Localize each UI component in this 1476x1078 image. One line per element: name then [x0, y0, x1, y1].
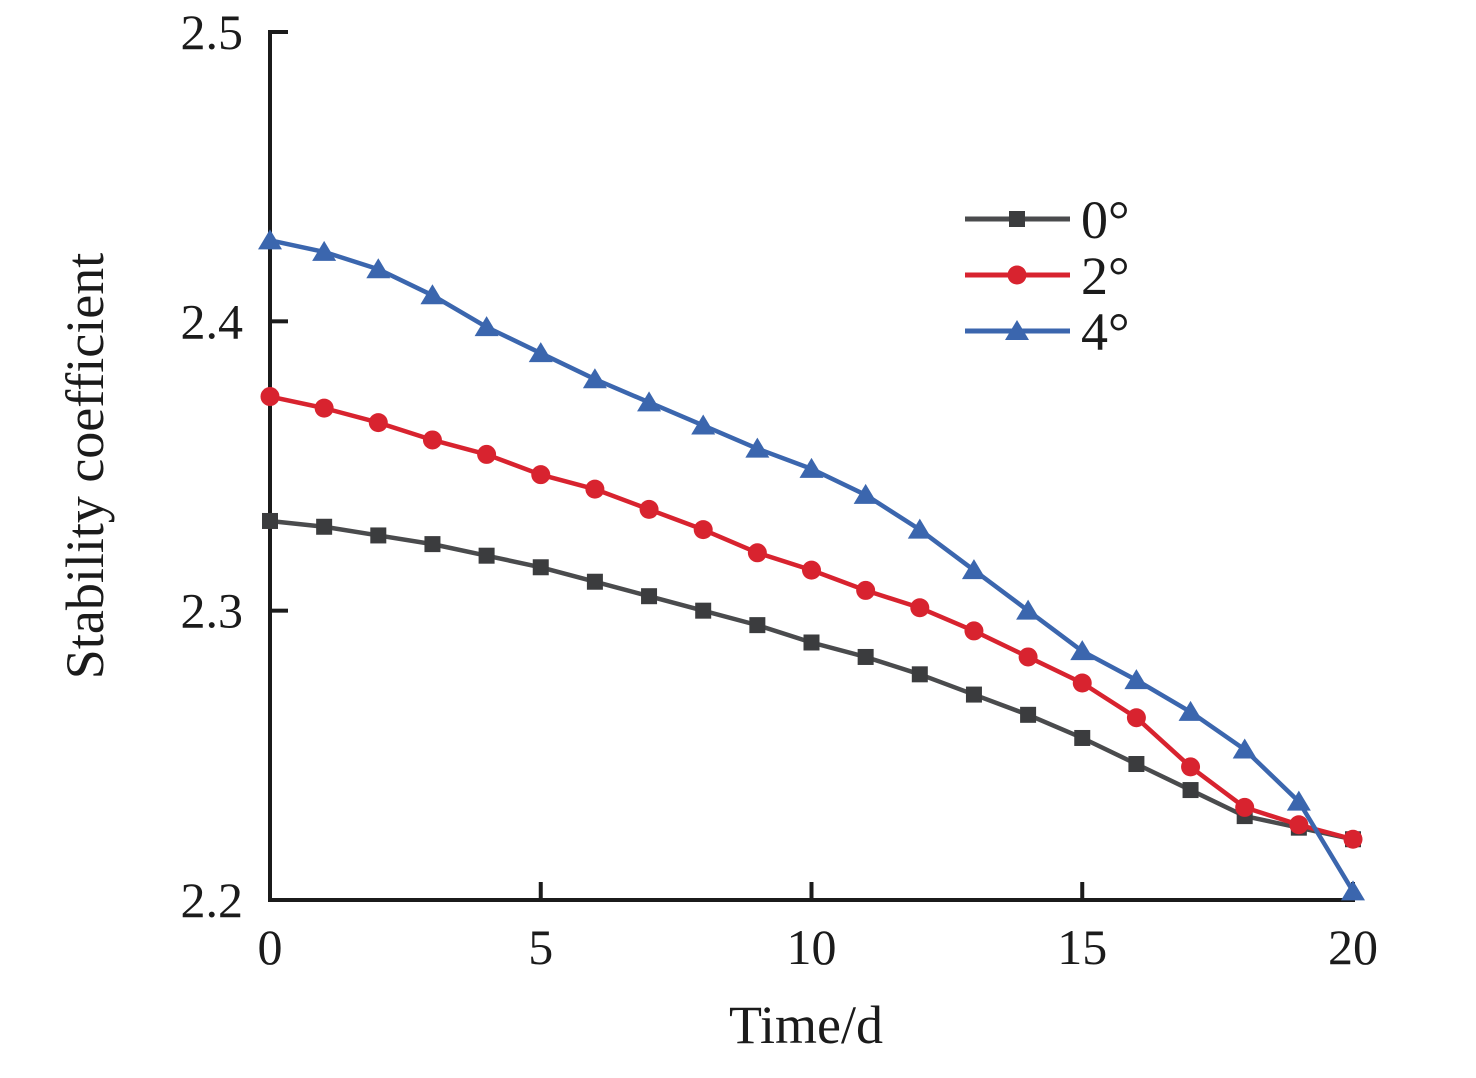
series-marker-0deg: [857, 648, 874, 665]
series-marker-4deg: [1232, 738, 1257, 759]
series-marker-0deg: [911, 666, 928, 683]
series-marker-4deg: [1178, 700, 1203, 721]
series-marker-0deg: [424, 536, 441, 553]
series-marker-4deg: [1341, 880, 1365, 901]
legend-label-0deg: 0°: [1081, 190, 1130, 250]
series-marker-2deg: [1018, 647, 1038, 667]
legend-label-4deg: 4°: [1081, 302, 1130, 362]
y-axis-title: Stability coefficient: [55, 253, 115, 679]
series-marker-4deg: [799, 457, 824, 478]
series-marker-2deg: [1072, 673, 1092, 693]
series-marker-0deg: [803, 634, 820, 651]
series-marker-0deg: [586, 573, 603, 590]
series-marker-2deg: [1343, 829, 1363, 849]
series-marker-4deg: [366, 258, 391, 279]
x-tick-label: 10: [787, 919, 837, 975]
series-marker-4deg: [1016, 599, 1041, 620]
legend: 0°2°4°: [965, 190, 1130, 362]
series-marker-0deg: [316, 518, 333, 535]
y-tick-label: 2.2: [181, 872, 244, 928]
series-marker-0deg: [478, 547, 495, 564]
y-tick-label: 2.3: [181, 583, 244, 639]
data-series: [258, 229, 1365, 901]
series-marker-2deg: [314, 398, 334, 418]
series-marker-4deg: [637, 391, 662, 412]
x-tick-label: 15: [1057, 919, 1107, 975]
series-marker-2deg: [368, 413, 388, 433]
series-marker-4deg: [474, 316, 499, 337]
series-marker-2deg: [477, 444, 497, 464]
series-marker-0deg: [695, 602, 712, 619]
series-marker-2deg: [585, 479, 605, 499]
series-marker-2deg: [910, 598, 930, 618]
series-marker-2deg: [639, 499, 659, 519]
x-tick-label: 0: [258, 919, 283, 975]
series-marker-4deg: [528, 342, 553, 363]
axis-tick-labels: 0 5 10 15 20 2.2 2.3 2.4 2.5: [181, 4, 1379, 975]
series-marker-4deg: [1124, 669, 1149, 690]
series-marker-2deg: [1235, 797, 1255, 817]
series-marker-2deg: [802, 560, 821, 580]
legend-marker-4deg: [1005, 320, 1029, 340]
series-marker-0deg: [262, 512, 278, 529]
series-marker-4deg: [745, 437, 770, 458]
y-tick-label: 2.5: [181, 4, 244, 60]
series-4deg: [258, 229, 1365, 901]
axis-spines: [268, 30, 1355, 902]
series-marker-0deg: [965, 686, 982, 703]
series-marker-2deg: [693, 520, 713, 540]
legend-label-2deg: 2°: [1081, 246, 1130, 306]
series-marker-4deg: [1070, 640, 1095, 661]
series-marker-0deg: [1128, 756, 1145, 773]
series-marker-2deg: [964, 621, 984, 641]
series-marker-0deg: [370, 527, 387, 544]
series-marker-2deg: [856, 580, 876, 600]
series-marker-0deg: [1020, 706, 1037, 723]
x-tick-label: 20: [1328, 919, 1378, 975]
series-marker-4deg: [1286, 790, 1311, 811]
x-tick-label: 5: [528, 919, 553, 975]
series-marker-4deg: [312, 240, 337, 261]
series-marker-2deg: [260, 387, 280, 407]
series-marker-2deg: [747, 543, 767, 563]
series-0deg: [262, 512, 1361, 848]
legend-entry-2deg: 2°: [965, 246, 1130, 306]
series-marker-4deg: [258, 229, 282, 250]
series-marker-0deg: [749, 617, 766, 634]
x-axis-title: Time/d: [729, 995, 883, 1055]
series-marker-2deg: [1181, 757, 1201, 777]
legend-marker-2deg: [1007, 265, 1027, 285]
series-marker-0deg: [641, 588, 658, 605]
series-marker-2deg: [422, 430, 442, 450]
legend-entry-4deg: 4°: [965, 302, 1130, 362]
series-marker-4deg: [961, 559, 986, 580]
legend-marker-0deg: [1009, 211, 1025, 227]
series-marker-4deg: [582, 368, 607, 389]
series-marker-0deg: [1074, 729, 1091, 746]
axes: [268, 30, 1355, 902]
series-marker-0deg: [532, 559, 549, 576]
series-marker-0deg: [1182, 782, 1199, 799]
series-marker-4deg: [853, 483, 878, 504]
series-marker-4deg: [907, 518, 932, 539]
series-marker-4deg: [691, 414, 716, 435]
series-marker-2deg: [531, 465, 551, 485]
series-2deg: [260, 387, 1363, 849]
series-marker-2deg: [1126, 708, 1146, 728]
y-tick-label: 2.4: [181, 293, 244, 349]
series-marker-2deg: [1289, 815, 1309, 835]
legend-entry-0deg: 0°: [965, 190, 1130, 250]
series-marker-4deg: [420, 284, 445, 305]
